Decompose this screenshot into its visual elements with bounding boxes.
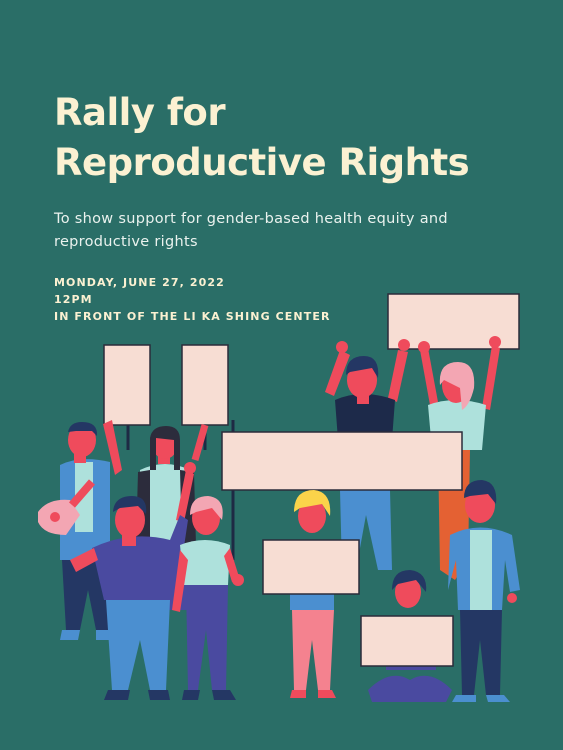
- title-line-1: Rally for: [54, 91, 226, 134]
- sign-center-wide: [221, 431, 463, 491]
- sign-held-sitting: [360, 615, 454, 667]
- poster-subtitle: To show support for gender-based health …: [54, 211, 448, 250]
- person-front-pink-hair: [172, 496, 244, 700]
- sign-held-yellow: [262, 539, 360, 595]
- event-location: IN FRONT OF THE LI KA SHING CENTER: [54, 310, 331, 323]
- person-left-man: [38, 344, 151, 640]
- event-details: MONDAY, JUNE 27, 2022 12PM IN FRONT OF T…: [54, 274, 331, 325]
- event-date: MONDAY, JUNE 27, 2022: [54, 276, 225, 289]
- sign-left-1: [103, 344, 151, 426]
- event-time: 12PM: [54, 293, 93, 306]
- poster-title: Rally for Reproductive Rights: [54, 88, 470, 188]
- person-right-blue-jacket: [448, 480, 520, 702]
- sign-left-2: [181, 344, 229, 426]
- person-front-purple: [70, 462, 196, 700]
- title-line-2: Reproductive Rights: [54, 141, 470, 184]
